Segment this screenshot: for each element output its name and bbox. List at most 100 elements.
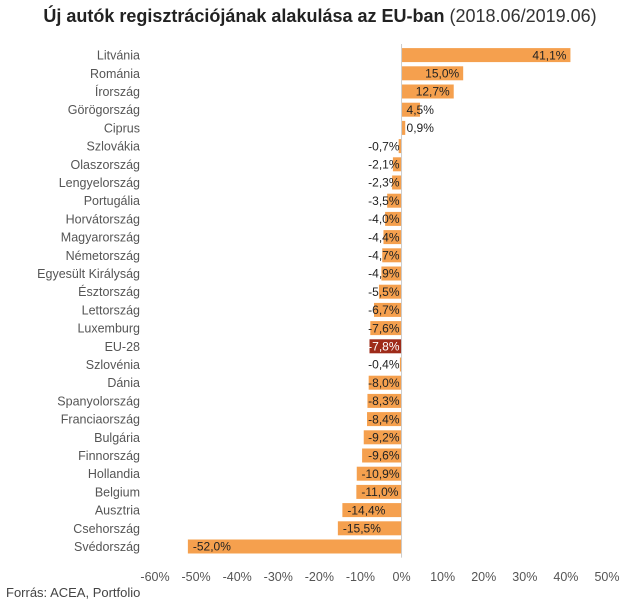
x-tick-label: -40% bbox=[223, 570, 252, 584]
chart-title-main: Új autók regisztrációjának alakulása az … bbox=[43, 6, 445, 26]
category-label: Dánia bbox=[107, 376, 140, 390]
bar bbox=[392, 175, 402, 190]
bar bbox=[356, 466, 402, 481]
value-label: -7,6% bbox=[368, 321, 400, 335]
category-label: Horvátország bbox=[66, 212, 140, 226]
bar bbox=[401, 66, 464, 81]
bar bbox=[356, 484, 402, 499]
x-tick-label: -30% bbox=[264, 570, 293, 584]
bar bbox=[401, 120, 406, 135]
bar bbox=[374, 302, 402, 317]
bar bbox=[337, 521, 402, 536]
bar bbox=[401, 84, 454, 99]
value-label: -0,4% bbox=[368, 358, 400, 372]
bar bbox=[368, 375, 402, 390]
category-label: Szlovénia bbox=[86, 358, 140, 372]
category-label: Portugália bbox=[84, 194, 140, 208]
bar bbox=[367, 393, 402, 408]
bar bbox=[392, 157, 402, 172]
bar bbox=[387, 193, 402, 208]
x-tick-label: 50% bbox=[594, 570, 619, 584]
bar bbox=[385, 211, 402, 226]
category-labels: Litvánia Románia Írország Görögország Ciprus… bbox=[37, 49, 140, 554]
category-label: Finnország bbox=[78, 449, 140, 463]
category-label: Szlovákia bbox=[87, 140, 141, 154]
bar bbox=[399, 357, 402, 372]
category-label: Luxemburg bbox=[77, 322, 140, 336]
category-label: Románia bbox=[90, 67, 140, 81]
value-label: -8,3% bbox=[368, 394, 400, 408]
category-label: Olaszország bbox=[71, 158, 141, 172]
value-label: -15,5% bbox=[343, 522, 381, 536]
value-label: -10,9% bbox=[362, 467, 400, 481]
bar bbox=[401, 48, 571, 63]
category-label: Ciprus bbox=[104, 121, 140, 135]
value-label: -4,0% bbox=[368, 212, 400, 226]
value-label: -5,5% bbox=[368, 285, 400, 299]
value-label: -8,0% bbox=[368, 376, 400, 390]
x-tick-label: -50% bbox=[181, 570, 210, 584]
bar bbox=[378, 284, 402, 299]
value-label: -4,9% bbox=[368, 267, 400, 281]
value-label: -6,7% bbox=[368, 303, 400, 317]
value-label: -4,4% bbox=[368, 230, 400, 244]
category-label: Belgium bbox=[95, 485, 140, 499]
x-tick-label: 20% bbox=[471, 570, 496, 584]
value-label: 0,9% bbox=[407, 121, 435, 135]
value-label: 41,1% bbox=[532, 48, 566, 62]
category-label: Spanyolország bbox=[57, 394, 140, 408]
value-label: -4,7% bbox=[368, 249, 400, 263]
chart-title: Új autók regisztrációjának alakulása az … bbox=[0, 6, 640, 27]
x-tick-label: 0% bbox=[393, 570, 411, 584]
category-label: Ausztria bbox=[95, 504, 140, 518]
value-label: -52,0% bbox=[193, 540, 231, 554]
bar bbox=[363, 430, 402, 445]
bar bbox=[367, 412, 402, 427]
category-label: Írország bbox=[95, 84, 140, 99]
bar bbox=[342, 503, 402, 518]
category-label: Svédország bbox=[74, 540, 140, 554]
value-label: -9,6% bbox=[368, 449, 400, 463]
category-label: Lengyelország bbox=[59, 176, 140, 190]
category-label: Magyarország bbox=[61, 231, 140, 245]
value-label: -2,1% bbox=[368, 158, 400, 172]
bar bbox=[362, 448, 402, 463]
category-label: Franciaország bbox=[61, 413, 140, 427]
category-label: Csehország bbox=[73, 522, 140, 536]
bar bbox=[370, 321, 402, 336]
category-label: Litvánia bbox=[97, 49, 140, 63]
bar bbox=[401, 102, 421, 117]
bar bbox=[187, 539, 402, 554]
bars bbox=[187, 48, 571, 554]
value-label: -9,2% bbox=[368, 431, 400, 445]
value-label: -11,0% bbox=[361, 485, 398, 499]
value-label: 12,7% bbox=[416, 85, 450, 99]
chart-title-sub: (2018.06/2019.06) bbox=[449, 6, 597, 26]
bar bbox=[383, 230, 402, 245]
source-note: Forrás: ACEA, Portfolio bbox=[6, 585, 141, 600]
category-label: Hollandia bbox=[88, 467, 140, 481]
value-labels: 41,1% 15,0% 12,7% 4,5% 0,9% -0,7% -2,1% -2,3% -3… bbox=[193, 48, 567, 553]
value-label: 15,0% bbox=[425, 67, 459, 81]
x-tick-label: 10% bbox=[430, 570, 455, 584]
x-tick-label: -10% bbox=[346, 570, 375, 584]
bar bbox=[382, 248, 402, 263]
x-tick-label: -20% bbox=[305, 570, 334, 584]
bar-highlight bbox=[369, 339, 402, 354]
x-tick-label: -60% bbox=[140, 570, 169, 584]
category-label: Észtország bbox=[78, 284, 140, 299]
bar bbox=[381, 266, 402, 281]
bar bbox=[398, 139, 402, 154]
value-label: -0,7% bbox=[368, 139, 400, 153]
category-label: EU-28 bbox=[105, 340, 140, 354]
category-label: Egyesült Királyság bbox=[37, 267, 140, 281]
category-label: Görögország bbox=[68, 103, 140, 117]
value-label: 4,5% bbox=[407, 103, 435, 117]
category-label: Németország bbox=[66, 249, 140, 263]
value-label: -14,4% bbox=[347, 503, 385, 517]
value-label: -7,8% bbox=[368, 340, 400, 354]
x-tick-label: 40% bbox=[553, 570, 578, 584]
value-label: -2,3% bbox=[368, 176, 400, 190]
category-label: Lettország bbox=[82, 303, 140, 317]
